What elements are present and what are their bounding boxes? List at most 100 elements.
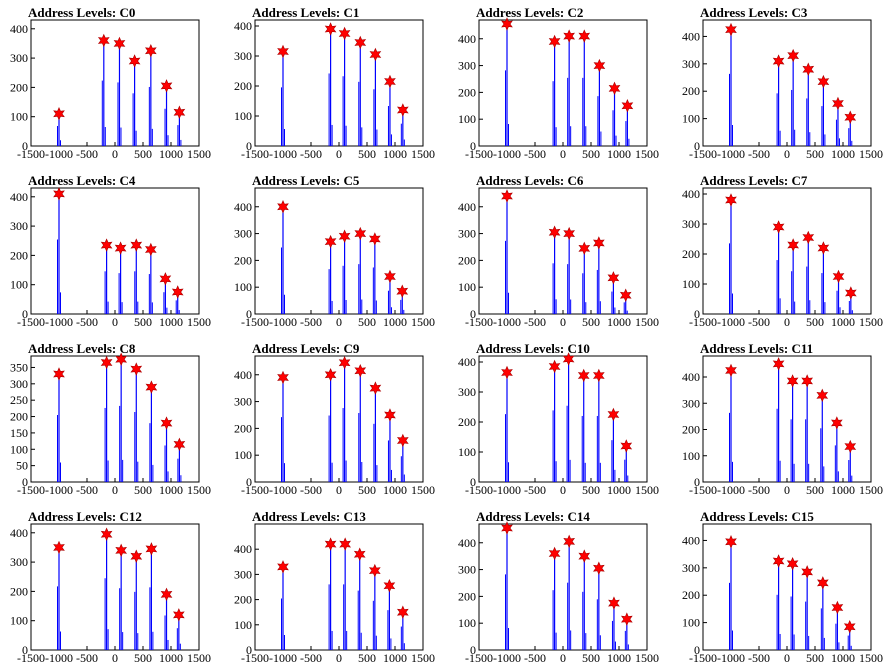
x-tick-label: 500 xyxy=(358,315,376,329)
y-tick-label: 100 xyxy=(234,109,252,123)
chart-title: Address Levels: C7 xyxy=(700,173,808,188)
peak-marker xyxy=(338,229,351,244)
peak-marker xyxy=(832,269,845,284)
y-tick-label: 300 xyxy=(10,219,28,233)
x-tick-label: -1500 xyxy=(17,483,45,497)
y-tick-label: 300 xyxy=(234,49,252,63)
x-tick-label: 1500 xyxy=(411,315,435,329)
x-tick-label: 500 xyxy=(134,147,152,161)
peak-marker xyxy=(130,238,143,252)
x-tick-label: -1000 xyxy=(269,483,297,497)
x-tick-label: -1500 xyxy=(241,147,269,161)
x-tick-label: -1000 xyxy=(493,483,521,497)
peak-marker xyxy=(173,437,186,452)
peak-marker xyxy=(725,22,737,37)
x-tick-label: 1000 xyxy=(159,483,183,497)
y-tick-label: 400 xyxy=(10,526,28,540)
x-tick-label: 0 xyxy=(336,315,342,329)
x-tick-label: -500 xyxy=(76,315,98,329)
chart-title: Address Levels: C0 xyxy=(28,5,135,20)
x-tick-label: 0 xyxy=(112,651,118,665)
x-tick-label: 500 xyxy=(806,147,824,161)
y-tick-label: 400 xyxy=(458,536,476,550)
x-tick-label: -1000 xyxy=(45,483,73,497)
peak-marker xyxy=(772,357,785,371)
y-tick-label: 400 xyxy=(682,29,700,43)
chart-panel-1: Address Levels: C1 0 100 200 300 400 -1500 -100… xyxy=(234,5,435,161)
y-tick-label: 0 xyxy=(246,475,252,489)
peak-marker xyxy=(100,527,113,542)
chart-panel-9: Address Levels: C9 0 100 200 300 400 -1500 -100… xyxy=(234,341,435,497)
y-tick-label: 200 xyxy=(682,247,700,261)
peak-marker xyxy=(772,54,785,68)
peak-marker xyxy=(324,22,337,36)
peak-marker xyxy=(501,365,513,380)
peak-marker xyxy=(53,540,65,555)
y-tick-label: 200 xyxy=(682,588,700,602)
x-tick-label: -1000 xyxy=(717,315,745,329)
y-tick-label: 0 xyxy=(470,307,476,321)
x-tick-label: 0 xyxy=(560,147,566,161)
x-tick-label: 1500 xyxy=(859,315,883,329)
peak-marker xyxy=(53,367,65,381)
x-tick-label: 500 xyxy=(806,483,824,497)
chart-panel-13: Address Levels: C13 0 100 200 300 400 -1500 -10… xyxy=(234,509,435,665)
x-tick-label: 1500 xyxy=(411,651,435,665)
y-tick-label: 400 xyxy=(682,370,700,384)
y-tick-label: 200 xyxy=(10,80,28,94)
x-tick-label: 1000 xyxy=(607,147,631,161)
x-tick-label: 500 xyxy=(134,651,152,665)
y-tick-label: 400 xyxy=(234,542,252,556)
x-tick-label: -1500 xyxy=(689,315,717,329)
x-tick-label: 1000 xyxy=(383,483,407,497)
peak-marker xyxy=(384,269,396,284)
y-tick-label: 300 xyxy=(458,59,476,73)
x-tick-label: 1000 xyxy=(159,651,183,665)
y-tick-label: 300 xyxy=(458,227,476,241)
y-tick-label: 200 xyxy=(234,79,252,93)
peak-marker xyxy=(396,433,409,448)
peak-marker xyxy=(396,284,409,298)
peak-marker xyxy=(832,96,844,111)
x-tick-label: -1000 xyxy=(493,147,521,161)
x-tick-label: -500 xyxy=(76,147,98,161)
peak-marker xyxy=(593,58,606,73)
y-tick-label: 200 xyxy=(682,423,700,437)
y-tick-label: 300 xyxy=(10,377,28,391)
peak-marker xyxy=(173,105,186,120)
x-tick-label: 1500 xyxy=(187,147,211,161)
y-tick-label: 100 xyxy=(458,280,476,294)
y-tick-label: 100 xyxy=(682,277,700,291)
x-tick-label: -500 xyxy=(300,315,322,329)
peak-marker xyxy=(772,220,785,234)
peak-marker xyxy=(592,561,605,575)
peak-marker xyxy=(562,352,575,366)
y-tick-label: 50 xyxy=(16,459,28,473)
peak-marker xyxy=(160,587,173,602)
peak-marker xyxy=(53,187,65,201)
y-tick-label: 400 xyxy=(458,200,476,214)
y-tick-label: 400 xyxy=(234,200,252,214)
x-tick-label: 1000 xyxy=(607,651,631,665)
x-tick-label: 500 xyxy=(806,315,824,329)
x-tick-label: -500 xyxy=(748,315,770,329)
peak-marker xyxy=(324,537,337,551)
y-tick-label: 100 xyxy=(682,616,700,630)
peak-marker xyxy=(619,288,632,302)
x-tick-label: -1500 xyxy=(465,483,493,497)
peak-marker xyxy=(144,44,157,58)
chart-panel-7: Address Levels: C7 0 100 200 300 400 -1500 -100… xyxy=(682,173,883,329)
peak-marker xyxy=(130,549,143,563)
chart-panel-12: Address Levels: C12 0 100 200 300 400 -1500 -10… xyxy=(10,509,211,665)
x-tick-label: 1500 xyxy=(635,147,659,161)
peak-marker xyxy=(368,232,381,246)
peak-marker xyxy=(159,272,172,286)
x-tick-label: 500 xyxy=(806,651,824,665)
y-tick-label: 400 xyxy=(234,19,252,33)
chart-panel-11: Address Levels: C11 0 100 200 300 400 -1500 -10… xyxy=(682,341,883,497)
x-tick-label: -1500 xyxy=(17,315,45,329)
x-tick-label: 500 xyxy=(358,147,376,161)
peak-marker xyxy=(802,230,815,245)
peak-marker xyxy=(97,33,110,48)
y-tick-label: 200 xyxy=(458,589,476,603)
